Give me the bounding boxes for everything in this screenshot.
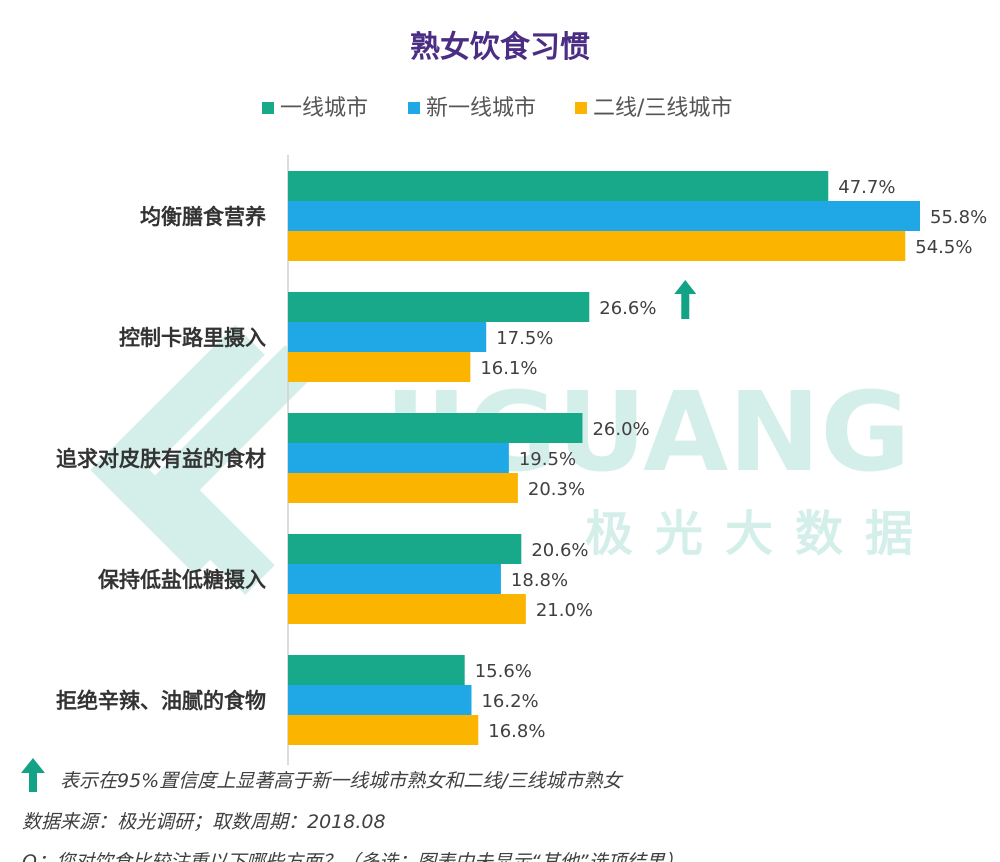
legend-label-1: 一线城市 [280,96,368,121]
category-label: 追求对皮肤有益的食材 [56,447,266,471]
bar-3-3 [288,473,518,503]
up-arrow-icon [674,280,697,319]
category-labels: 均衡膳食营养控制卡路里摄入追求对皮肤有益的食材保持低盐低糖摄入拒绝辛辣、油腻的食… [56,205,266,713]
bar-1-3 [288,413,583,443]
significance-note: 表示在95%置信度上显著高于新一线城市熟女和二线/三线城市熟女 [21,758,624,792]
value-label: 26.6% [599,298,656,319]
value-label: 19.5% [519,449,576,470]
up-arrow-icon [21,758,45,792]
significance-note-text: 表示在95%置信度上显著高于新一线城市熟女和二线/三线城市熟女 [60,770,624,792]
value-label: 18.8% [511,570,568,591]
value-label: 20.3% [528,479,585,500]
value-label: 16.1% [480,358,537,379]
bars [288,171,920,745]
value-labels: 47.7% 55.8% 54.5% 26.6% 17.5% 16.1% 26.0% 19.5%… [475,177,987,742]
legend-label-2: 新一线城市 [426,96,536,121]
watermark-brand-cn: 极光大数据 [585,506,935,562]
value-label: 16.2% [481,691,538,712]
bar-2-1 [288,201,920,231]
bar-2-5 [288,685,472,715]
watermark-logo [90,325,315,595]
bar-2-3 [288,443,509,473]
value-label: 17.5% [496,328,553,349]
bar-1-4 [288,534,522,564]
value-label: 15.6% [475,661,532,682]
bar-1-1 [288,171,829,201]
bar-3-5 [288,715,479,745]
bar-3-2 [288,352,471,382]
bar-3-1 [288,231,906,261]
legend-swatch-2 [408,102,420,114]
value-label: 20.6% [531,540,588,561]
legend: 一线城市 新一线城市 二线/三线城市 [262,96,732,121]
source-note: 数据来源：极光调研；取数周期：2018.08 [22,811,386,833]
legend-label-3: 二线/三线城市 [593,96,732,121]
value-label: 16.8% [488,721,545,742]
chart-title: 熟女饮食习惯 [410,30,590,65]
category-label: 保持低盐低糖摄入 [97,568,266,592]
category-label: 控制卡路里摄入 [119,326,266,350]
significance-markers [674,280,697,319]
question-note: Q：您对饮食比较注重以下哪些方面？（多选；图表中未显示“其他”选项结果） [22,851,684,862]
legend-swatch-3 [575,102,587,114]
bar-3-4 [288,594,526,624]
value-label: 55.8% [930,207,987,228]
value-label: 26.0% [592,419,649,440]
value-label: 21.0% [536,600,593,621]
bar-2-4 [288,564,501,594]
legend-swatch-1 [262,102,274,114]
value-label: 47.7% [838,177,895,198]
bar-1-5 [288,655,465,685]
category-label: 拒绝辛辣、油腻的食物 [56,689,266,713]
bar-2-2 [288,322,487,352]
value-label: 54.5% [915,237,972,258]
bar-1-2 [288,292,590,322]
category-label: 均衡膳食营养 [140,205,266,229]
